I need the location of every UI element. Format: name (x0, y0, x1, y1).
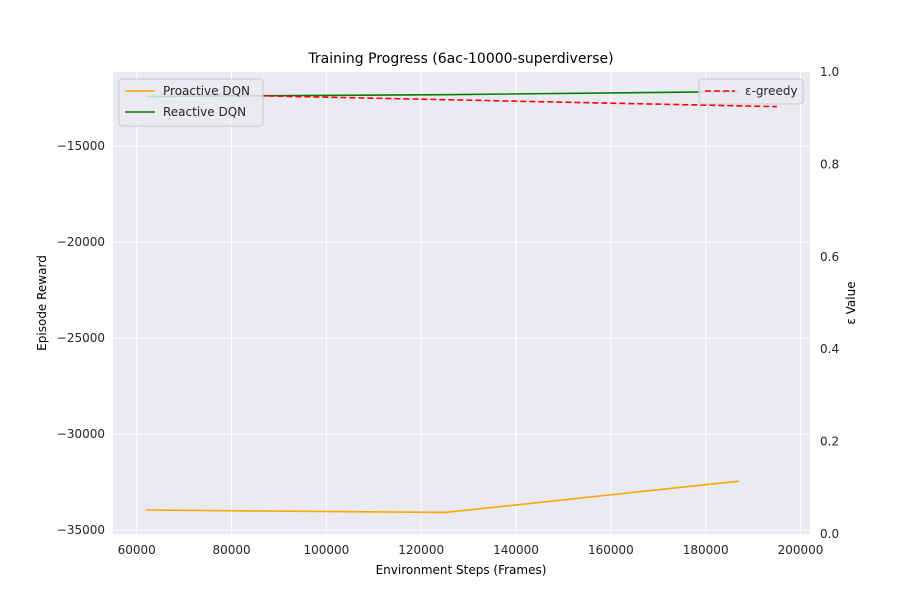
y2-tick-label: 1.0 (820, 65, 839, 79)
x-tick-label: 160000 (588, 543, 634, 557)
x-tick-label: 200000 (778, 543, 824, 557)
y2-tick-label: 0.0 (820, 527, 839, 541)
plot-background (113, 72, 810, 534)
y2-tick-labels: 0.0 0.2 0.4 0.6 0.8 1.0 (820, 65, 839, 541)
series-line-proactive-dqn (146, 480, 739, 514)
y-tick-label: −20000 (57, 235, 105, 249)
y-tick-label: −25000 (57, 331, 105, 345)
x-tick-labels: 60000 80000 100000 120000 140000 160000 180000… (118, 543, 824, 557)
legend-right: ε-greedy (698, 78, 804, 105)
chart-title: Training Progress (6ac-10000-superdivers… (307, 51, 613, 67)
y2-tick-label: 0.2 (820, 435, 839, 449)
x-tick-label: 60000 (118, 543, 156, 557)
legend-label-proactive-dqn: Proactive DQN (163, 84, 250, 98)
y2-tick-label: 0.6 (820, 250, 839, 264)
y-axis-label: Episode Reward (35, 255, 49, 351)
y-tick-labels: −35000 −30000 −25000 −20000 −15000 (57, 139, 105, 537)
x-tick-label: 180000 (683, 543, 729, 557)
y2-axis-label: ε Value (844, 281, 858, 324)
y2-tick-label: 0.8 (820, 157, 839, 171)
legend-left: Proactive DQN Reactive DQN (118, 78, 264, 127)
x-tick-label: 120000 (398, 543, 444, 557)
legend-right-box (698, 78, 804, 105)
y-tick-label: −30000 (57, 427, 105, 441)
x-tick-label: 80000 (212, 543, 250, 557)
y-tick-label: −15000 (57, 139, 105, 153)
y-tick-label: −35000 (57, 523, 105, 537)
y2-tick-label: 0.4 (820, 342, 839, 356)
legend-label-reactive-dqn: Reactive DQN (163, 105, 246, 119)
x-tick-label: 100000 (303, 543, 349, 557)
x-tick-label: 140000 (493, 543, 539, 557)
legend-label-epsilon-greedy: ε-greedy (745, 84, 798, 98)
x-axis-label: Environment Steps (Frames) (376, 563, 547, 577)
grid (113, 72, 810, 534)
